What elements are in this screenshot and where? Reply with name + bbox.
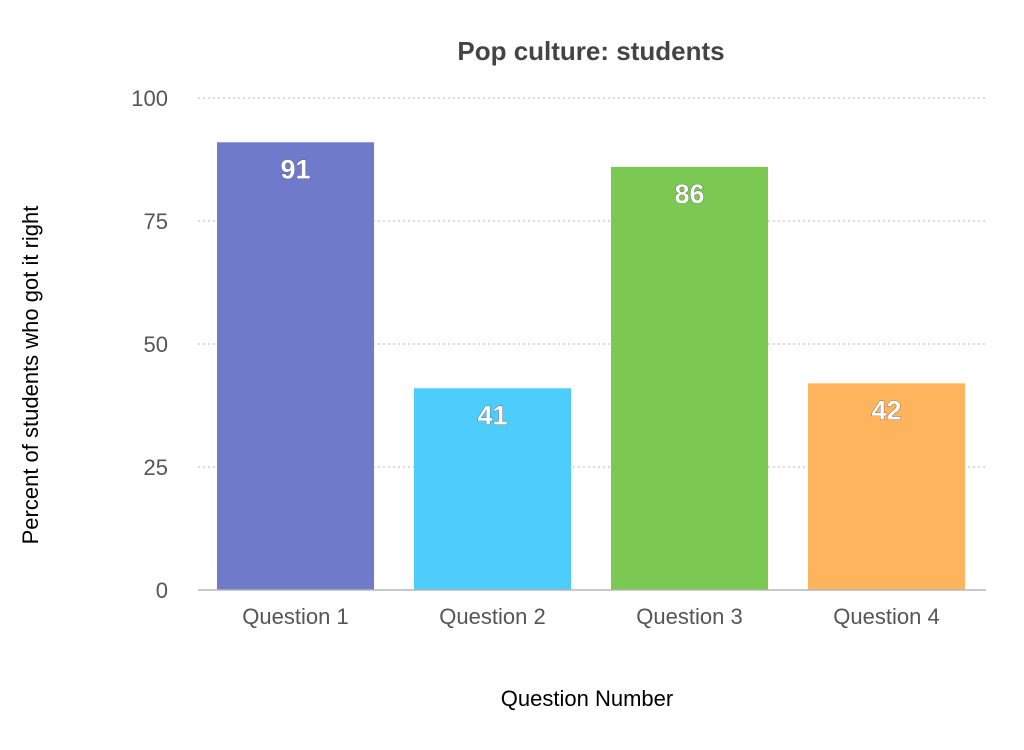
bar-question-3: [611, 166, 768, 590]
bar-value-label: 86: [674, 179, 704, 209]
y-tick-label: 0: [156, 578, 168, 603]
x-axis-title: Question Number: [501, 686, 673, 711]
y-axis-title: Percent of students who got it right: [18, 206, 43, 545]
bar-value-label: 91: [280, 154, 310, 184]
bars: 91 41 86 42: [217, 142, 965, 590]
x-category-label: Question 1: [242, 604, 348, 629]
y-tick-label: 100: [131, 86, 168, 111]
x-category-label: Question 4: [833, 604, 939, 629]
chart-title: Pop culture: students: [457, 36, 724, 66]
x-axis-categories: Question 1 Question 2 Question 3 Question 4: [242, 604, 939, 629]
y-axis-ticks: 0 25 50 75 100: [131, 86, 168, 603]
bar-question-4: [808, 383, 965, 590]
bar-value-label: 41: [477, 400, 507, 430]
bar-value-label: 42: [871, 395, 901, 425]
bar-question-1: [217, 142, 374, 590]
y-tick-label: 25: [144, 455, 168, 480]
x-category-label: Question 3: [636, 604, 742, 629]
x-category-label: Question 2: [439, 604, 545, 629]
y-tick-label: 50: [144, 332, 168, 357]
bar-question-2: [414, 388, 571, 590]
y-tick-label: 75: [144, 209, 168, 234]
